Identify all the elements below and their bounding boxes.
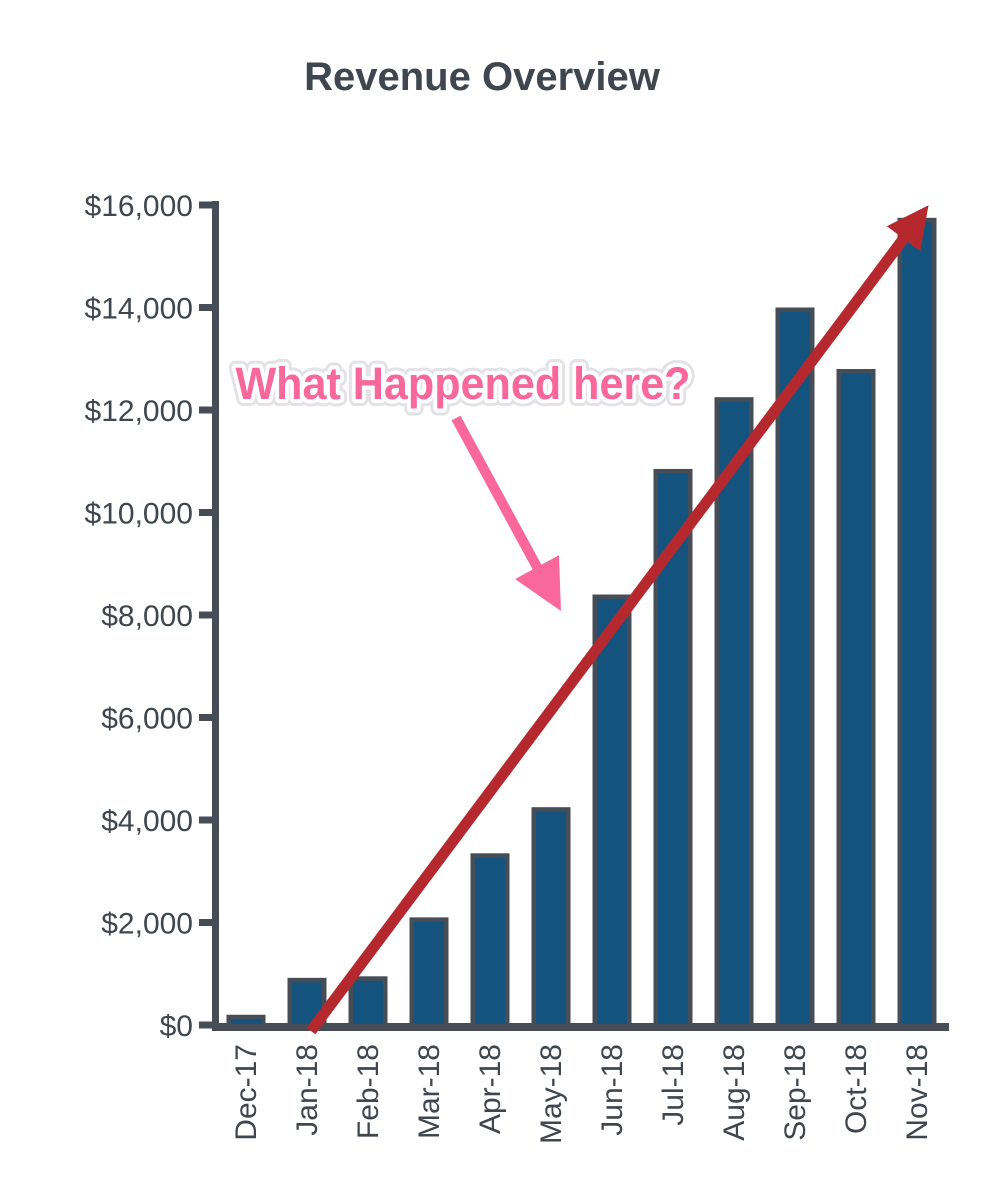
x-axis: [212, 1023, 949, 1031]
bar-mar-18: [414, 921, 444, 1024]
bar-may-18: [536, 811, 566, 1024]
y-tick-label-4000: $4,000: [101, 805, 193, 838]
x-tick-label-jan-18: Jan-18: [291, 1044, 324, 1136]
annotation-arrows: [306, 205, 929, 1035]
bar-feb-18: [353, 980, 383, 1024]
bar-sep-18: [780, 312, 810, 1024]
x-tick-label-jul-18: Jul-18: [657, 1044, 690, 1126]
x-tick-label-may-18: May-18: [535, 1044, 568, 1144]
x-tick-label-jun-18: Jun-18: [596, 1044, 629, 1136]
x-tick-label-oct-18: Oct-18: [840, 1044, 873, 1134]
y-tick-label-0: $0: [160, 1010, 193, 1043]
chart-title: Revenue Overview: [304, 55, 661, 99]
callout-text: What Happened here?: [236, 358, 691, 409]
trend-arrow: [306, 205, 929, 1035]
x-tick-label-feb-18: Feb-18: [352, 1044, 385, 1139]
bar-apr-18: [475, 857, 505, 1024]
x-tick-label-apr-18: Apr-18: [474, 1044, 507, 1134]
y-axis: [212, 201, 219, 1031]
x-tick-label-aug-18: Aug-18: [718, 1044, 751, 1141]
y-tick-mark: [199, 1021, 212, 1029]
y-tick-mark: [199, 201, 212, 209]
y-tick-mark: [199, 406, 212, 414]
y-tick-mark: [199, 816, 212, 824]
bar-dec-17: [231, 1019, 261, 1024]
y-tick-mark: [199, 919, 212, 926]
x-tick-label-nov-18: Nov-18: [901, 1044, 934, 1141]
y-tick-mark: [199, 304, 212, 311]
y-tick-label-10000: $10,000: [85, 498, 193, 531]
x-tick-label-dec-17: Dec-17: [230, 1044, 263, 1141]
bar-aug-18: [719, 401, 749, 1024]
y-tick-label-12000: $12,000: [85, 395, 193, 428]
bar-nov-18: [902, 222, 932, 1024]
y-tick-label-2000: $2,000: [101, 908, 193, 941]
callout-text-halo: What Happened here?: [236, 358, 691, 409]
callout-arrow: [451, 415, 561, 611]
x-tick-label-sep-18: Sep-18: [779, 1044, 812, 1141]
y-tick-label-6000: $6,000: [101, 703, 193, 736]
y-tick-label-8000: $8,000: [101, 600, 193, 633]
y-tick-label-14000: $14,000: [85, 293, 193, 326]
y-tick-mark: [199, 509, 212, 516]
y-tick-mark: [199, 611, 212, 619]
x-tick-label-mar-18: Mar-18: [413, 1044, 446, 1139]
plot-area: $0 $2,000 $4,000 $6,000 $8,000 $10,000 $12,000…: [85, 190, 949, 1144]
y-tick-mark: [199, 714, 212, 721]
y-tick-label-16000: $16,000: [85, 190, 193, 223]
bar-jun-18: [597, 599, 627, 1024]
bar-oct-18: [841, 373, 871, 1024]
callout-annotation: What Happened here? What Happened here?: [229, 351, 698, 416]
